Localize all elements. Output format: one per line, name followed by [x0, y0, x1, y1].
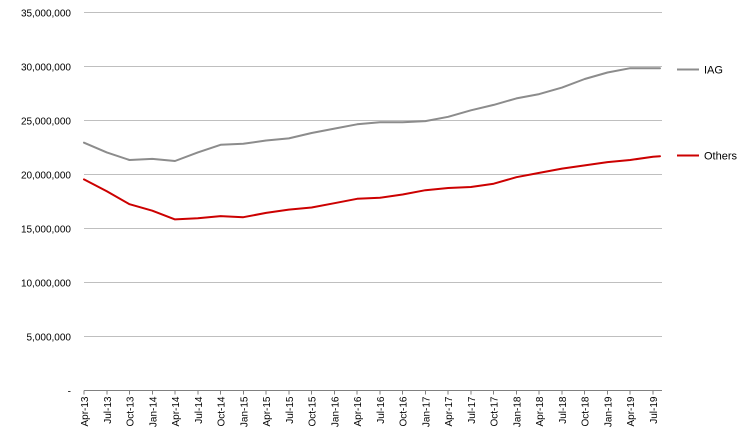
x-tick-label: Apr-14 — [171, 396, 182, 426]
x-tick-label: Oct-14 — [217, 396, 228, 426]
series-lines — [83, 67, 661, 221]
legend-label-iag: IAG — [704, 65, 723, 77]
legend-label-others: Others — [704, 151, 738, 163]
x-axis: Apr-13 Jul-13 Oct-13 Jan-14 Apr-14 Jul-14 Oct-… — [80, 390, 662, 427]
x-tick-label: Oct-16 — [399, 396, 410, 426]
y-tick-label: 35,000,000 — [21, 9, 71, 20]
y-tick-label: 30,000,000 — [21, 63, 71, 74]
x-tick-label: Jul-16 — [376, 396, 387, 424]
y-tick-label: - — [68, 387, 71, 398]
legend: IAG Others — [677, 65, 738, 163]
x-tick-label: Apr-17 — [444, 396, 455, 426]
x-tick-label: Oct-17 — [490, 396, 501, 426]
x-tick-label: Jul-18 — [558, 396, 569, 424]
x-tick-label: Jul-15 — [285, 396, 296, 424]
x-tick-label: Oct-13 — [126, 396, 137, 426]
y-tick-label: 5,000,000 — [27, 333, 72, 344]
y-tick-label: 20,000,000 — [21, 171, 71, 182]
x-tick-label: Oct-15 — [308, 396, 319, 426]
series-line-iag — [83, 67, 661, 162]
x-tick-label: Jul-14 — [194, 396, 205, 424]
x-tick-label: Apr-19 — [626, 396, 637, 426]
x-tick-label: Apr-15 — [262, 396, 273, 426]
y-tick-label: 10,000,000 — [21, 279, 71, 290]
x-tick-label: Apr-18 — [535, 396, 546, 426]
x-tick-label: Apr-16 — [353, 396, 364, 426]
x-tick-label: Jul-13 — [103, 396, 114, 424]
x-tick-label: Oct-18 — [581, 396, 592, 426]
y-axis-tick-labels: - 5,000,000 10,000,000 15,000,000 20,000,000… — [21, 9, 71, 398]
x-tick-label: Jan-15 — [239, 396, 250, 427]
x-tick-label: Jan-19 — [603, 396, 614, 427]
x-tick-label: Jul-17 — [467, 396, 478, 424]
x-tick-label: Jan-16 — [330, 396, 341, 427]
x-tick-label: Jan-18 — [512, 396, 523, 427]
x-tick-label: Jan-17 — [421, 396, 432, 427]
y-tick-label: 15,000,000 — [21, 225, 71, 236]
y-tick-label: 25,000,000 — [21, 117, 71, 128]
gridlines — [84, 12, 662, 337]
x-tick-label: Apr-13 — [80, 396, 91, 426]
x-tick-label: Jul-19 — [649, 396, 660, 424]
series-line-others — [83, 155, 661, 221]
x-tick-label: Jan-14 — [148, 396, 159, 427]
